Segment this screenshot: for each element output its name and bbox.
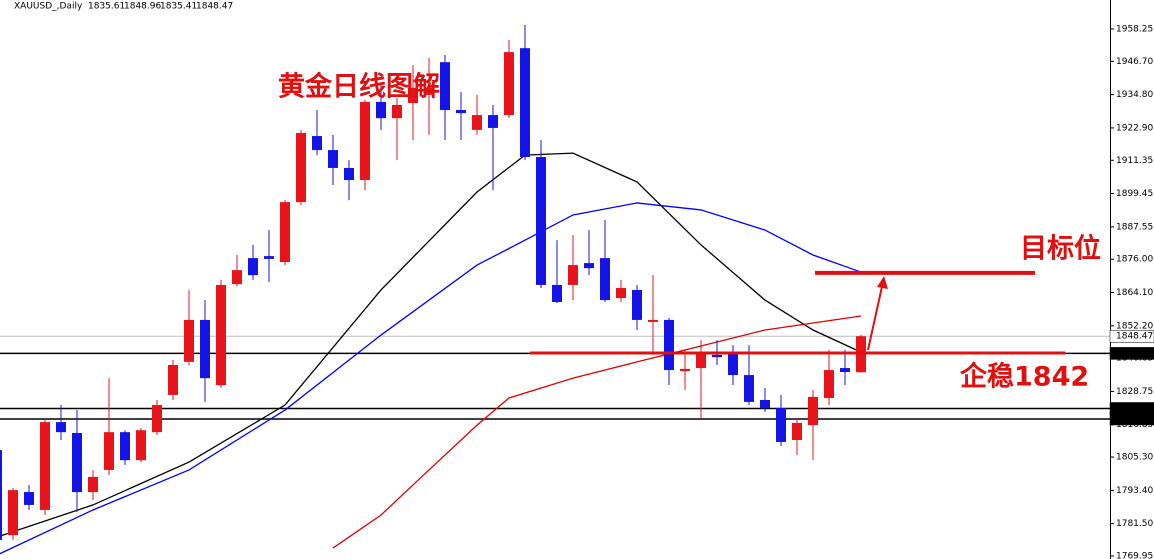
candle-body [24, 492, 34, 505]
y-tick-label: 1828.75 [1116, 387, 1153, 397]
y-tick-label: 1876.00 [1116, 255, 1153, 265]
price-box [1109, 412, 1154, 426]
candle-body [328, 150, 338, 168]
candle-body [264, 256, 274, 259]
header-low: 1835.41 [160, 2, 197, 12]
header-close: 1848.47 [196, 2, 233, 12]
symbol: XAUUSD_,Daily [14, 2, 83, 12]
candle-body [120, 432, 130, 461]
candle-body [712, 354, 722, 358]
chart-title: 黄金日线图解 [278, 71, 440, 103]
candle-body [520, 48, 530, 158]
candle-body [616, 288, 626, 299]
y-tick-label: 1781.50 [1116, 519, 1153, 529]
price-box-label: 1818.91 [1116, 414, 1153, 424]
target-label: 目标位 [1020, 233, 1101, 265]
candle-body [376, 101, 386, 119]
candle-body [72, 432, 82, 493]
candle-body [0, 450, 2, 540]
candle-body [664, 319, 674, 371]
plot [0, 24, 1110, 555]
candle-body [88, 476, 98, 493]
candle-body [40, 422, 50, 510]
candle-body [408, 87, 418, 104]
price-box-label: 1842.34 [1116, 349, 1153, 359]
arrow-head [877, 276, 888, 289]
candle-body [808, 396, 818, 426]
y-tick-label: 1934.80 [1116, 90, 1153, 100]
candle-body [104, 432, 114, 470]
candle-body [632, 289, 642, 320]
candle-body [280, 202, 290, 262]
y-tick-label: 1899.45 [1116, 189, 1153, 199]
price-box-label: 1848.47 [1116, 332, 1153, 342]
moving-average [0, 202, 862, 555]
candle-body [392, 104, 402, 119]
candle-body [296, 132, 306, 203]
candle-body [536, 157, 546, 285]
candle-body [824, 370, 834, 399]
candle-body [248, 258, 258, 276]
support-label: 企稳1842 [960, 361, 1089, 393]
y-tick-label: 1946.70 [1116, 57, 1153, 67]
y-tick-label: 1852.20 [1116, 321, 1153, 331]
candle-body [488, 115, 498, 128]
candle-body [8, 490, 18, 536]
y-tick-label: 1911.35 [1116, 156, 1153, 166]
candle-body [552, 284, 562, 303]
price-box-label: 1822.66 [1116, 404, 1153, 414]
y-tick-label: 1958.25 [1116, 24, 1153, 34]
moving-average [332, 315, 862, 549]
candle-body [344, 167, 354, 180]
candle-body [600, 258, 610, 301]
y-tick-label: 1793.40 [1116, 486, 1153, 496]
candle-body [648, 319, 658, 322]
candle-body [760, 399, 770, 409]
candle-body [312, 136, 322, 151]
candle-body [568, 265, 578, 285]
candle-body [216, 284, 226, 386]
header-open: 1835.61 [88, 2, 125, 12]
candle-body [168, 364, 178, 395]
candle-body [360, 101, 370, 180]
candle-body [424, 87, 434, 95]
y-tick-label: 1805.30 [1116, 453, 1153, 463]
candle-body [728, 352, 738, 376]
candle-body [840, 368, 850, 372]
candle-body [232, 270, 242, 285]
candle-body [680, 368, 690, 372]
y-tick-label: 1769.95 [1116, 552, 1153, 559]
candle-body [456, 110, 466, 114]
candle-body [440, 62, 450, 111]
y-tick-label: 1816.85 [1116, 420, 1153, 430]
candle-body [184, 319, 194, 362]
y-tick-label: 1864.10 [1116, 288, 1153, 298]
y-tick-label: 1922.90 [1116, 123, 1153, 133]
candle-body [136, 430, 146, 461]
candle-body [504, 52, 514, 116]
y-tick-label: 1887.55 [1116, 222, 1153, 232]
candle-body [744, 375, 754, 402]
header-high: 1848.96 [124, 2, 161, 12]
candle-body [584, 263, 594, 269]
price-box [1109, 347, 1154, 360]
candle-body [472, 115, 482, 130]
candle-body [152, 405, 162, 433]
candle-body [792, 422, 802, 440]
candle-body [56, 422, 66, 433]
candle-body [200, 319, 210, 379]
candle-body [776, 408, 786, 442]
candle-body [696, 352, 706, 369]
arrow [867, 281, 884, 351]
price-box [1109, 329, 1154, 343]
